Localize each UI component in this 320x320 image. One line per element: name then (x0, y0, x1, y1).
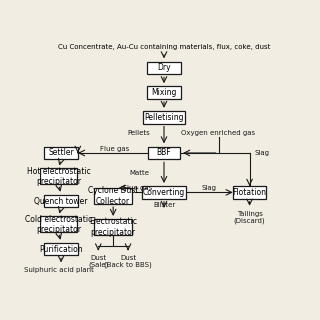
Bar (147, 61, 181, 74)
Text: Dry: Dry (157, 63, 171, 72)
Text: Oxygen enriched gas: Oxygen enriched gas (181, 130, 256, 136)
Text: Electrostatic
precipitator: Electrostatic precipitator (89, 217, 137, 236)
Text: Settler: Settler (48, 148, 74, 157)
Text: Sulphuric acid plant: Sulphuric acid plant (24, 267, 93, 273)
Text: Cyclone Dust
Collector: Cyclone Dust Collector (88, 186, 139, 206)
Text: Converting: Converting (143, 188, 185, 197)
Text: Slag: Slag (254, 150, 269, 156)
Bar (233, 186, 266, 199)
Text: Cu Concentrate, Au-Cu containing materials, flux, coke, dust: Cu Concentrate, Au-Cu containing materia… (58, 44, 270, 50)
Bar (147, 86, 181, 99)
Text: Quench tower: Quench tower (34, 196, 88, 205)
Bar (44, 243, 78, 255)
Bar (143, 111, 185, 124)
Text: Slag: Slag (202, 185, 217, 191)
Bar (94, 219, 132, 235)
Bar (40, 168, 77, 184)
Bar (148, 147, 180, 159)
Bar (44, 195, 78, 207)
Text: Matte: Matte (130, 170, 150, 176)
Text: Purification: Purification (39, 244, 83, 253)
Bar (44, 147, 78, 159)
Text: BBF: BBF (157, 148, 171, 157)
Text: Dust
(Back to BBS): Dust (Back to BBS) (104, 255, 152, 268)
Text: Flue gas: Flue gas (123, 185, 152, 191)
Text: Flotation: Flotation (233, 188, 267, 197)
Text: Pelletising: Pelletising (144, 113, 184, 122)
Text: Blister: Blister (153, 202, 175, 208)
Text: Flue gas: Flue gas (100, 146, 129, 152)
Text: Mixing: Mixing (151, 88, 177, 97)
Bar (94, 188, 132, 204)
Bar (142, 186, 186, 199)
Text: Tailings
(Discard): Tailings (Discard) (234, 211, 265, 224)
Text: Pellets: Pellets (127, 130, 150, 136)
Text: Hot electrostatic
precipitator: Hot electrostatic precipitator (27, 167, 91, 186)
Text: Dust
(Sale): Dust (Sale) (88, 255, 108, 268)
Text: Cold electrostatic
precipitator: Cold electrostatic precipitator (25, 215, 92, 234)
Bar (40, 216, 77, 232)
